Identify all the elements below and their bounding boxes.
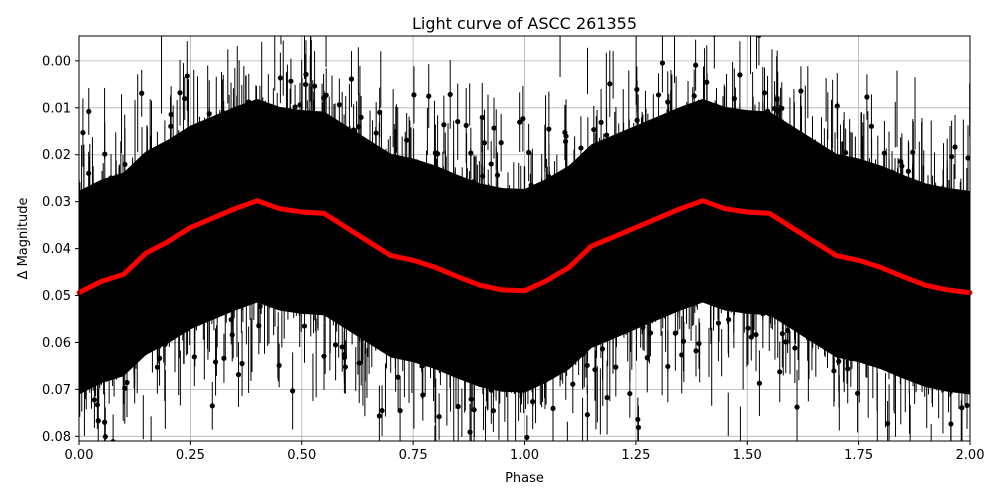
y-tick-label: 0.02: [42, 148, 71, 163]
y-tick-label: 0.06: [42, 336, 71, 351]
observation-points: [79, 36, 970, 441]
x-tick-label: 1.50: [733, 448, 762, 463]
x-tick-label: 0.75: [399, 448, 428, 463]
y-tick-label: 0.04: [42, 242, 71, 257]
y-tick-label: 0.00: [42, 54, 71, 69]
x-tick-label: 0.25: [176, 448, 205, 463]
y-axis-label: Δ Magnitude: [16, 198, 31, 280]
y-tick-label: 0.01: [42, 101, 71, 116]
x-tick-label: 2.00: [956, 448, 985, 463]
x-tick-label: 1.25: [621, 448, 650, 463]
y-tick-label: 0.08: [42, 430, 71, 445]
y-tick-label: 0.07: [42, 383, 71, 398]
y-tick-label: 0.03: [42, 195, 71, 210]
x-axis-ticks: 0.00 0.25 0.50 0.75 1.00 1.25 1.50 1.75 2.00: [65, 441, 985, 463]
x-tick-label: 0.50: [287, 448, 316, 463]
y-axis-ticks: 0.00 0.01 0.02 0.03 0.04 0.05 0.06 0.07 0.08: [42, 54, 79, 445]
x-tick-label: 1.75: [844, 448, 873, 463]
chart-title: Light curve of ASCC 261355: [412, 14, 637, 33]
y-tick-label: 0.05: [42, 289, 71, 304]
x-tick-label: 0.00: [65, 448, 94, 463]
x-tick-label: 1.00: [510, 448, 539, 463]
x-axis-label: Phase: [505, 471, 544, 486]
binned-curve-line: [76, 198, 973, 296]
